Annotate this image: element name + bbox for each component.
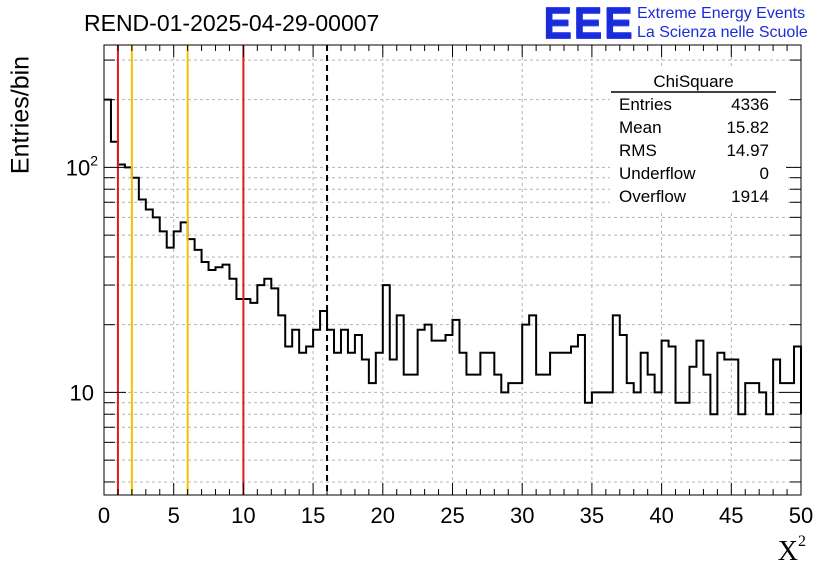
- x-tick-label: 20: [371, 503, 395, 528]
- x-axis-label: X2: [777, 532, 806, 568]
- histogram-series: [104, 98, 802, 416]
- stats-box-title: ChiSquare: [653, 72, 733, 91]
- stats-label: Entries: [619, 95, 672, 114]
- x-tick-label: 10: [231, 503, 255, 528]
- y-tick-label: 10: [70, 380, 94, 405]
- stats-value: 4336: [731, 95, 769, 114]
- stats-value: 0: [760, 164, 769, 183]
- logo-subtitle-line1: Extreme Energy Events: [637, 5, 806, 22]
- y-tick-label: 102: [66, 152, 98, 180]
- x-axis-label-superscript: 2: [798, 532, 806, 550]
- stats-box-background: [610, 66, 786, 210]
- x-tick-label: 45: [719, 503, 743, 528]
- x-tick-label: 0: [98, 503, 110, 528]
- stats-label: Mean: [619, 118, 662, 137]
- stats-box: ChiSquare Entries 4336 Mean 15.82 RMS 14.97 Und…: [610, 66, 786, 210]
- x-tick-label: 15: [301, 503, 325, 528]
- logo-subtitle-line2: La Scienza nelle Scuole: [637, 24, 808, 41]
- x-tick-label: 25: [440, 503, 464, 528]
- x-tick-label: 5: [168, 503, 180, 528]
- stats-value: 14.97: [726, 141, 769, 160]
- stats-value: 1914: [731, 187, 769, 206]
- run-title: REND-01-2025-04-29-00007: [84, 10, 380, 36]
- x-tick-label: 50: [789, 503, 813, 528]
- stats-label: RMS: [619, 141, 657, 160]
- x-tick-label: 40: [649, 503, 673, 528]
- x-tick-label: 35: [580, 503, 604, 528]
- eee-logo: EEE: [543, 0, 635, 48]
- y-tick-marks: [104, 59, 801, 483]
- stats-label: Underflow: [619, 164, 696, 183]
- x-tick-label: 30: [510, 503, 534, 528]
- x-axis-label-text: X: [777, 536, 798, 567]
- stats-label: Overflow: [619, 187, 687, 206]
- stats-value: 15.82: [726, 118, 769, 137]
- x-tick-marks: [103, 45, 802, 495]
